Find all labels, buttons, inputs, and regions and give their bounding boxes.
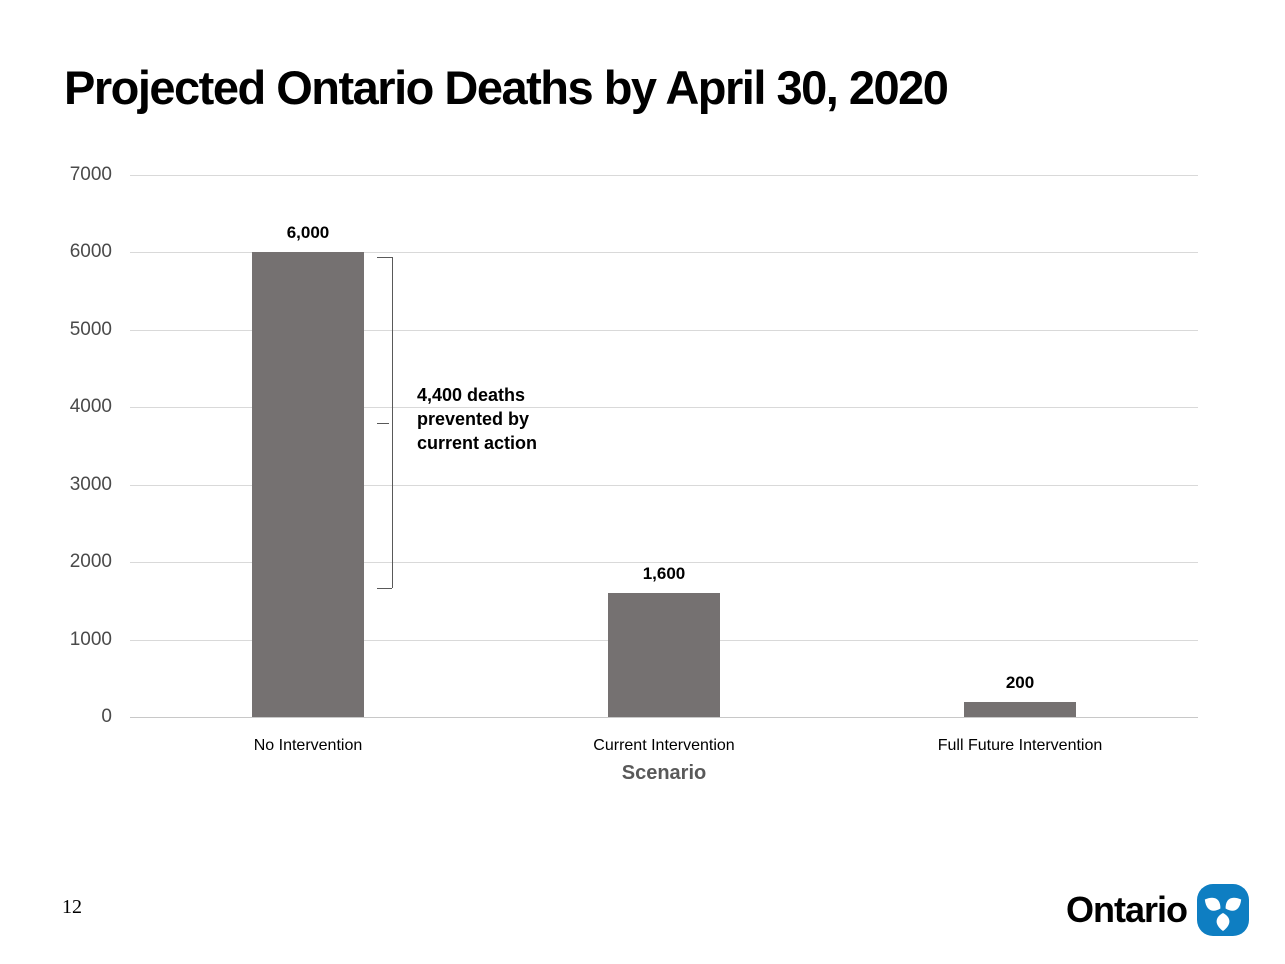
chart-annotation: 4,400 deaths prevented by current action — [417, 383, 537, 455]
annotation-line: prevented by — [417, 409, 530, 429]
y-axis-tick-2000: 2000 — [69, 551, 112, 572]
trillium-petals — [1204, 897, 1242, 931]
bar-value-label: 6,000 — [286, 223, 330, 242]
x-axis-tick-label: Full Future Intervention — [937, 737, 1103, 754]
trillium-background — [1197, 884, 1249, 936]
annotation-line: 4,400 deaths — [417, 385, 526, 405]
ontario-logo-wordmark: Ontario — [1065, 889, 1188, 930]
y-axis-tick-1000: 1000 — [69, 629, 112, 650]
bar-value-label: 1,600 — [642, 564, 686, 583]
bar-full-future-intervention — [964, 702, 1076, 717]
gridline-0 — [130, 717, 1198, 718]
x-axis-tick-label: No Intervention — [253, 737, 363, 754]
bracket-top-cap — [377, 257, 392, 258]
gridline-2000 — [130, 562, 1198, 563]
bracket-bottom-cap — [377, 588, 392, 589]
ontario-logo: Ontario — [1066, 884, 1249, 936]
bracket-middle-tick — [377, 423, 389, 424]
bar-no-intervention — [252, 252, 364, 717]
page-number: 12 — [62, 896, 82, 918]
y-axis-tick-5000: 5000 — [69, 319, 112, 340]
y-axis-tick-7000: 7000 — [69, 164, 112, 185]
gridline-4000 — [130, 407, 1198, 408]
y-axis-tick-4000: 4000 — [69, 396, 112, 417]
y-axis-tick-0: 0 — [101, 706, 112, 727]
bar-current-intervention — [608, 593, 720, 717]
gridline-7000 — [130, 175, 1198, 176]
slide-title: Projected Ontario Deaths by April 30, 20… — [64, 61, 949, 114]
annotation-line: current action — [417, 433, 538, 453]
x-axis-tick-label: Current Intervention — [593, 737, 735, 754]
x-axis-title: Scenario — [621, 762, 707, 784]
y-axis-tick-6000: 6000 — [69, 241, 112, 262]
y-axis-tick-3000: 3000 — [69, 474, 112, 495]
bracket-vertical-line — [392, 257, 393, 588]
ontario-trillium-icon — [1197, 884, 1249, 936]
gridline-3000 — [130, 485, 1198, 486]
gridline-5000 — [130, 330, 1198, 331]
bar-value-label: 200 — [1005, 673, 1035, 692]
gridline-6000 — [130, 252, 1198, 253]
